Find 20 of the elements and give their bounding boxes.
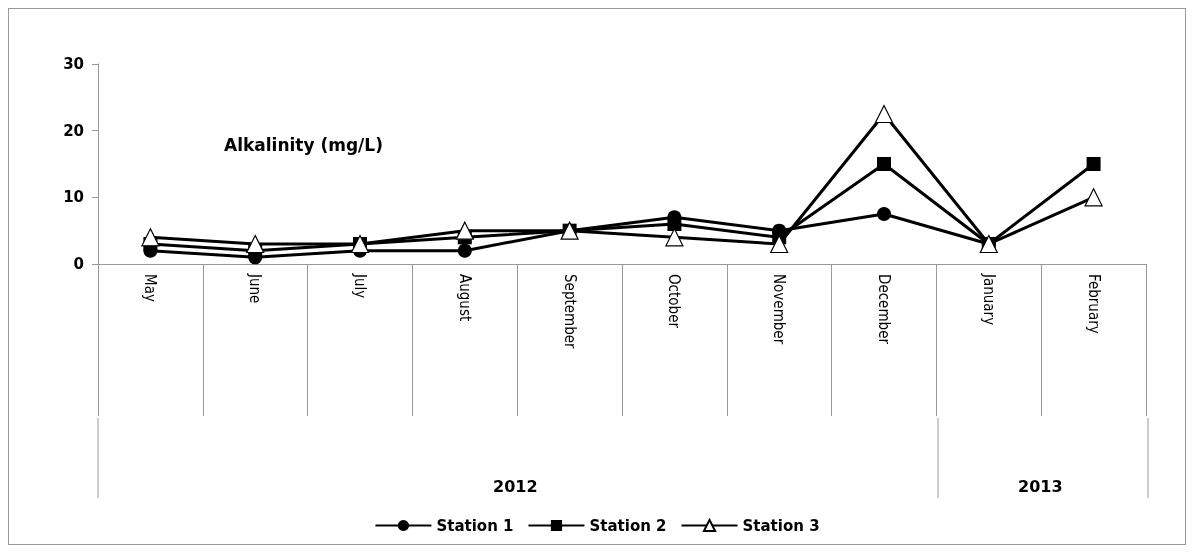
y-tick-label: 30 [63, 55, 84, 73]
x-tick-label: January [979, 273, 998, 326]
text: 2012 [493, 476, 538, 496]
x-tick-label: October [665, 274, 684, 329]
legend-label: Station 1 [436, 516, 514, 535]
x-tick-label: June [246, 273, 265, 304]
x-tick-label: February [1084, 274, 1103, 334]
y-tick-label: 10 [63, 188, 84, 207]
legend-label: Station 3 [742, 516, 820, 535]
x-tick-label: September [560, 274, 579, 350]
text: 2013 [1018, 476, 1063, 496]
x-tick-label: November [770, 274, 789, 345]
y-tick-label: 20 [63, 121, 84, 140]
x-tick-label: May [141, 274, 160, 302]
x-tick-label: July [351, 273, 369, 299]
legend-label: Station 2 [589, 516, 667, 535]
x-tick-label: December [875, 274, 893, 345]
x-tick-label: August [455, 274, 474, 322]
y-tick-label: 0 [73, 255, 84, 273]
text: Alkalinity (mg/L) [224, 134, 383, 155]
